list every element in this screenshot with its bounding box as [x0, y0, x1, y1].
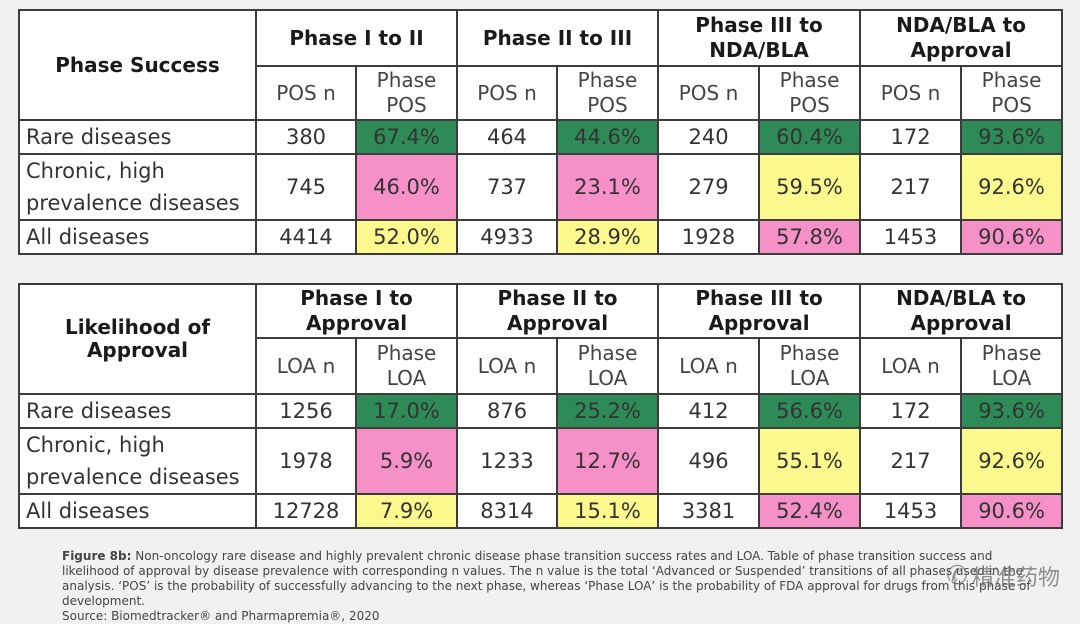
cell-n: 496: [657, 427, 761, 495]
table-row: Rare diseases 380 67.4% 464 44.6% 240 60…: [18, 119, 1064, 155]
table-row: All diseases 12728 7.9% 8314 15.1% 3381 …: [18, 493, 1064, 529]
cell-rate: 12.7%: [556, 427, 660, 495]
cell-rate: 23.1%: [555, 153, 660, 221]
col-header-rate: Phase LOA: [556, 337, 660, 395]
cell-rate: 56.6%: [758, 393, 862, 429]
caption-label: Figure 8b:: [62, 549, 132, 563]
col-header-n: POS n: [859, 65, 963, 121]
wechat-icon: ✆: [946, 561, 968, 591]
cell-rate: 15.1%: [556, 493, 660, 529]
figure-caption: Figure 8b: Non-oncology rare disease and…: [62, 549, 1042, 624]
cell-n: 4933: [456, 219, 558, 255]
col-header-rate: Phase LOA: [354, 337, 459, 395]
table-row: Rare diseases 1256 17.0% 876 25.2% 412 5…: [18, 393, 1064, 429]
row-label: Chronic, high prevalence diseases: [18, 153, 257, 221]
table-row: Chronic, high prevalence diseases 745 46…: [18, 153, 1064, 221]
cell-n: 380: [255, 119, 357, 155]
cell-n: 8314: [456, 493, 559, 529]
group-header: Phase II to III: [455, 9, 660, 67]
col-header-n: POS n: [456, 65, 558, 121]
group-header: NDA/BLA to Approval: [859, 9, 1064, 67]
cell-rate: 55.1%: [758, 427, 862, 495]
cell-n: 279: [657, 153, 761, 221]
cell-n: 172: [859, 393, 963, 429]
cell-n: 172: [859, 119, 963, 155]
caption-text: Non-oncology rare disease and highly pre…: [62, 549, 1031, 608]
watermark-text: 精准药物: [971, 566, 1060, 591]
cell-rate: 17.0%: [354, 393, 459, 429]
col-header-rate: Phase LOA: [758, 337, 862, 395]
likelihood-of-approval-table: Likelihood of Approval Phase I to Approv…: [18, 283, 1064, 529]
col-header-rate: Phase POS: [555, 65, 660, 121]
cell-n: 1978: [255, 427, 357, 495]
group-header: Phase I to Approval: [254, 283, 459, 339]
cell-n: 737: [456, 153, 558, 221]
row-label: Rare diseases: [18, 393, 257, 429]
group-header: NDA/BLA to Approval: [859, 283, 1064, 339]
cell-n: 4414: [255, 219, 357, 255]
col-header-rate: Phase POS: [355, 65, 458, 121]
table-row: All diseases 4414 52.0% 4933 28.9% 1928 …: [18, 219, 1064, 255]
cell-rate: 52.4%: [758, 493, 862, 529]
cell-rate: 67.4%: [355, 119, 458, 155]
cell-n: 1233: [456, 427, 559, 495]
table-title: Likelihood of Approval: [18, 283, 257, 395]
cell-rate: 93.6%: [960, 119, 1064, 155]
group-header: Phase I to II: [255, 9, 458, 67]
cell-n: 1928: [657, 219, 761, 255]
cell-rate: 7.9%: [354, 493, 459, 529]
cell-n: 12728: [255, 493, 357, 529]
cell-rate: 46.0%: [355, 153, 458, 221]
row-label: Rare diseases: [18, 119, 257, 155]
col-header-n: POS n: [657, 65, 761, 121]
cell-rate: 92.6%: [960, 427, 1064, 495]
cell-rate: 90.6%: [960, 219, 1064, 255]
cell-rate: 59.5%: [758, 153, 862, 221]
cell-n: 876: [456, 393, 559, 429]
cell-n: 745: [255, 153, 357, 221]
table-title: Phase Success: [18, 9, 257, 121]
cell-n: 3381: [657, 493, 761, 529]
col-header-rate: Phase POS: [758, 65, 862, 121]
caption-source: Source: Biomedtracker® and Pharmapremia®…: [62, 609, 380, 623]
cell-n: 1453: [859, 219, 963, 255]
phase-success-table: Phase Success Phase I to II Phase II to …: [18, 9, 1064, 255]
cell-n: 217: [859, 153, 963, 221]
cell-n: 1256: [255, 393, 357, 429]
cell-n: 464: [456, 119, 558, 155]
cell-n: 217: [859, 427, 963, 495]
group-header: Phase II to Approval: [456, 283, 660, 339]
group-header: Phase III to Approval: [657, 283, 862, 339]
cell-n: 412: [657, 393, 761, 429]
cell-rate: 57.8%: [758, 219, 862, 255]
col-header-n: LOA n: [859, 337, 963, 395]
cell-rate: 93.6%: [960, 393, 1064, 429]
cell-rate: 25.2%: [556, 393, 660, 429]
col-header-n: LOA n: [456, 337, 559, 395]
cell-rate: 28.9%: [555, 219, 660, 255]
cell-rate: 92.6%: [960, 153, 1064, 221]
cell-n: 240: [657, 119, 761, 155]
cell-n: 1453: [859, 493, 963, 529]
row-label: Chronic, high prevalence diseases: [18, 427, 257, 495]
col-header-n: LOA n: [255, 337, 357, 395]
col-header-n: POS n: [255, 65, 357, 121]
cell-rate: 60.4%: [758, 119, 862, 155]
cell-rate: 52.0%: [355, 219, 458, 255]
cell-rate: 44.6%: [555, 119, 660, 155]
row-label: All diseases: [18, 493, 257, 529]
cell-rate: 5.9%: [354, 427, 459, 495]
row-label: All diseases: [18, 219, 257, 255]
group-header: Phase III to NDA/BLA: [657, 9, 862, 67]
col-header-rate: Phase LOA: [960, 337, 1064, 395]
table-row: Chronic, high prevalence diseases 1978 5…: [18, 427, 1064, 495]
watermark: ✆ 精准药物: [946, 560, 1060, 592]
cell-rate: 90.6%: [960, 493, 1064, 529]
col-header-rate: Phase POS: [960, 65, 1064, 121]
col-header-n: LOA n: [657, 337, 761, 395]
